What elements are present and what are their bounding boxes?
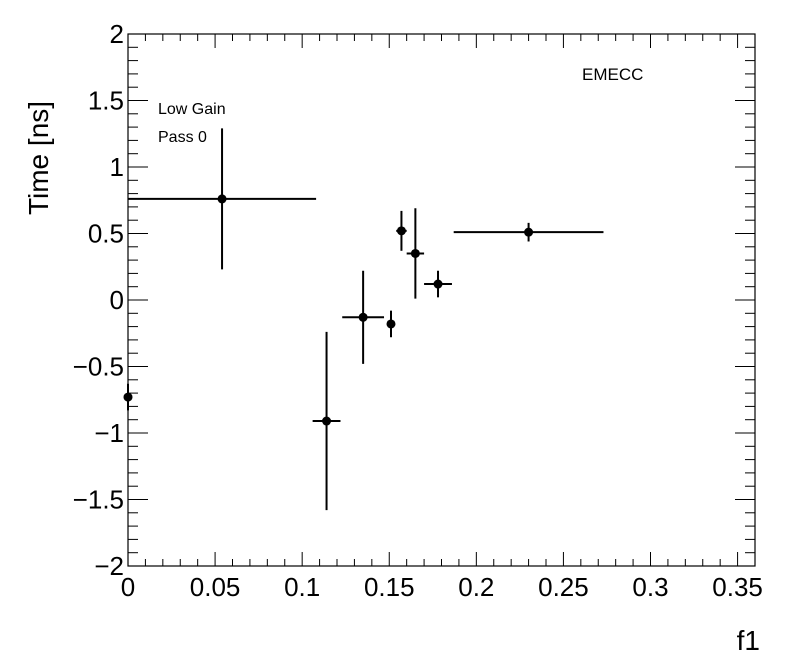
y-tick-label: 0 bbox=[110, 285, 124, 315]
data-point-9 bbox=[453, 222, 604, 242]
data-point-6 bbox=[396, 210, 407, 251]
marker bbox=[322, 416, 332, 426]
marker bbox=[524, 227, 534, 237]
major-ticks bbox=[127, 33, 755, 567]
gain-annotation: Low Gain bbox=[158, 101, 226, 118]
marker bbox=[386, 319, 396, 329]
x-tick-label: 0.3 bbox=[632, 572, 668, 602]
region-annotation: EMECC bbox=[582, 65, 643, 84]
y-tick-label: −2 bbox=[94, 551, 124, 581]
pass-annotation: Pass 0 bbox=[158, 129, 207, 146]
y-tick-labels: −2 −1.5 −1 −0.5 0 0.5 1 1.5 2 bbox=[73, 19, 124, 581]
data-point-2 bbox=[128, 128, 317, 270]
marker bbox=[410, 248, 420, 258]
marker bbox=[396, 226, 406, 236]
x-tick-label: 0 bbox=[121, 572, 135, 602]
y-tick-label: 2 bbox=[110, 19, 124, 49]
x-tick-label: 0.35 bbox=[712, 572, 763, 602]
x-tick-label: 0.25 bbox=[538, 572, 589, 602]
minor-ticks bbox=[128, 34, 756, 566]
x-axis-label: f1 bbox=[737, 625, 760, 656]
x-tick-labels: 0 0.05 0.1 0.15 0.2 0.25 0.3 0.35 bbox=[121, 572, 763, 602]
x-tick-label: 0.1 bbox=[284, 572, 320, 602]
y-tick-label: −1 bbox=[94, 418, 124, 448]
marker bbox=[358, 312, 368, 322]
data-layer bbox=[123, 128, 604, 511]
y-axis-label: Time [ns] bbox=[23, 101, 54, 215]
y-tick-label: 0.5 bbox=[88, 219, 124, 249]
marker bbox=[217, 194, 227, 204]
data-point-7 bbox=[406, 208, 425, 299]
x-tick-label: 0.05 bbox=[190, 572, 241, 602]
marker bbox=[123, 392, 133, 402]
data-point-5 bbox=[386, 310, 396, 338]
y-tick-label: 1 bbox=[110, 152, 124, 182]
x-tick-label: 0.15 bbox=[364, 572, 415, 602]
data-point-8 bbox=[424, 270, 452, 298]
y-tick-label: −0.5 bbox=[73, 352, 124, 382]
data-point-3 bbox=[312, 331, 341, 511]
data-point-4 bbox=[342, 270, 385, 364]
marker bbox=[433, 279, 443, 289]
y-tick-label: −1.5 bbox=[73, 485, 124, 515]
data-point-1 bbox=[123, 383, 133, 411]
x-tick-label: 0.2 bbox=[458, 572, 494, 602]
y-tick-label: 1.5 bbox=[88, 86, 124, 116]
